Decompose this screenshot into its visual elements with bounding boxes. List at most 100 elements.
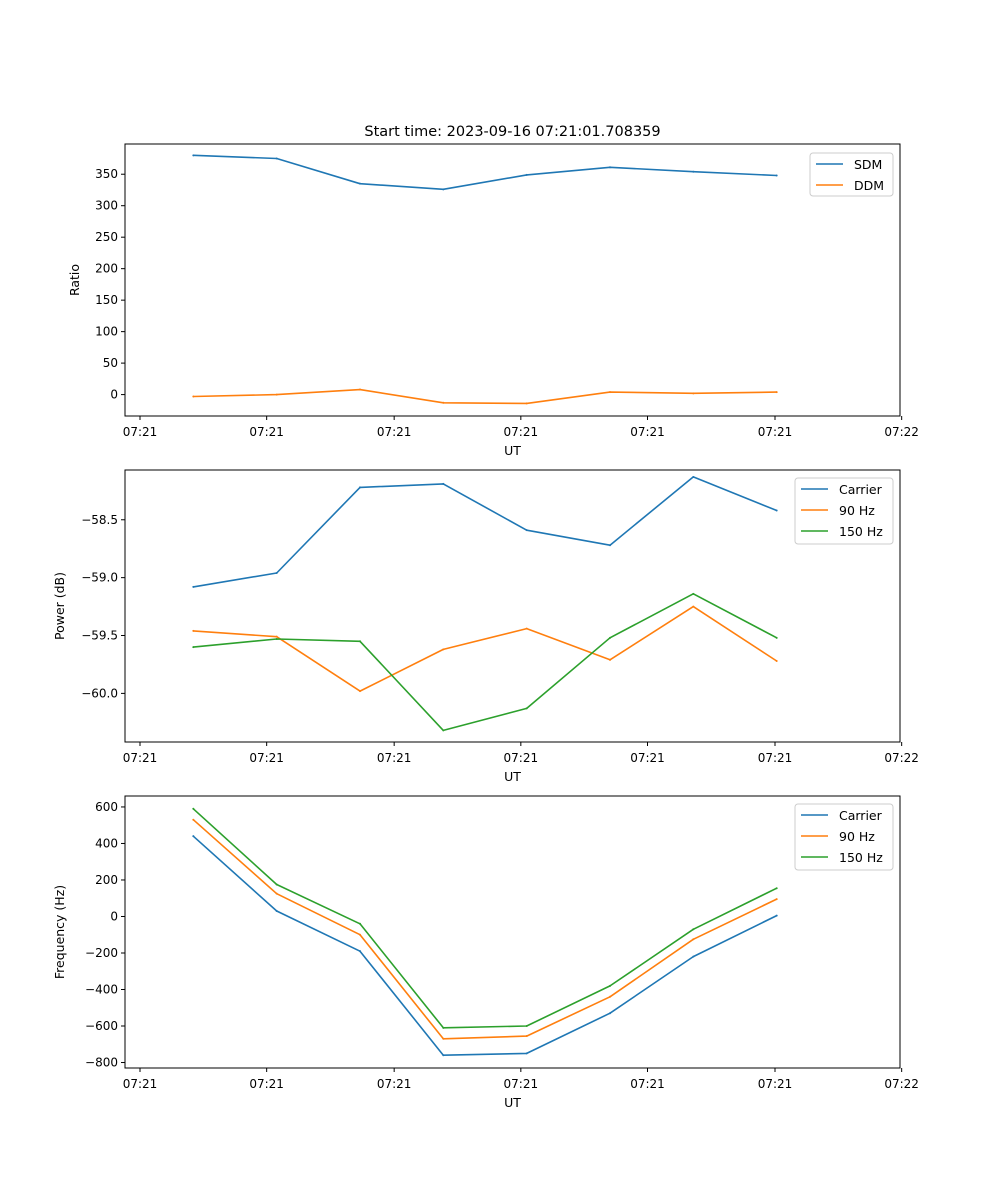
y-tick-label: −58.5 [81, 513, 118, 527]
data-point [442, 482, 445, 485]
legend-label: 90 Hz [839, 503, 875, 518]
data-point [525, 173, 528, 176]
data-point [359, 486, 361, 489]
y-tick-label: 250 [95, 230, 118, 244]
data-point [609, 984, 611, 987]
data-point [442, 729, 445, 732]
data-point [525, 529, 528, 532]
x-tick-label: 07:21 [123, 425, 158, 439]
data-point [775, 174, 778, 177]
y-tick-label: −600 [85, 1019, 118, 1033]
data-point [609, 995, 611, 998]
data-point [692, 392, 695, 395]
data-point [692, 605, 695, 608]
data-point [609, 1012, 611, 1015]
x-tick-label: 07:21 [758, 751, 793, 765]
x-tick-label: 07:21 [504, 751, 539, 765]
series-line-150-hz [192, 808, 778, 1029]
x-tick-label: 07:21 [504, 1077, 539, 1091]
data-point [359, 933, 361, 936]
x-tick-label: 07:21 [249, 1077, 284, 1091]
chart-3: 07:21 07:21 07:21 07:21 07:21 07:21 07:22 −800 −… [52, 795, 919, 1110]
x-tick-label: 07:21 [630, 425, 665, 439]
x-tick-label: 07:21 [377, 751, 412, 765]
chart-1: Start time: 2023-09-16 07:21:01.708359 07… [67, 124, 919, 458]
x-axis-label: UT [504, 1095, 521, 1110]
y-tick-label: 400 [95, 836, 118, 850]
data-point [525, 1025, 528, 1028]
data-point [275, 892, 278, 895]
x-tick-label: 07:21 [377, 425, 412, 439]
y-axis-label: Frequency (Hz) [52, 885, 67, 979]
data-point [609, 544, 611, 547]
legend: Carrier 90 Hz 150 Hz [794, 477, 894, 545]
data-point [609, 166, 611, 169]
x-tick-label: 07:21 [504, 425, 539, 439]
data-point [775, 509, 778, 512]
legend-label: 150 Hz [839, 524, 883, 539]
data-point [525, 627, 528, 630]
y-tick-label: 150 [95, 293, 118, 307]
data-point [359, 640, 361, 643]
data-point [192, 395, 195, 398]
y-tick-label: 300 [95, 199, 118, 213]
y-tick-label: −800 [85, 1056, 118, 1070]
y-tick-label: −60.0 [81, 686, 118, 700]
x-tick-label: 07:21 [249, 751, 284, 765]
data-point [442, 1026, 445, 1029]
x-tick-label: 07:22 [884, 1077, 919, 1091]
data-point [775, 914, 778, 917]
plot-area [124, 143, 901, 417]
legend-label: Carrier [839, 482, 883, 497]
legend-frame [794, 477, 894, 545]
series-line-90-hz [193, 605, 778, 692]
data-point [692, 170, 695, 173]
data-point [525, 1052, 528, 1055]
chart-title: Start time: 2023-09-16 07:21:01.708359 [364, 124, 660, 140]
data-point [359, 388, 361, 391]
data-point [609, 658, 611, 661]
data-point [442, 1054, 445, 1057]
legend-frame [794, 803, 894, 871]
data-point [525, 707, 528, 710]
y-tick-label: −59.5 [81, 629, 118, 643]
data-point [359, 950, 361, 953]
legend-label: 150 Hz [839, 850, 883, 865]
legend: SDM DDM [809, 152, 894, 197]
data-point [775, 391, 778, 394]
x-axis-label: UT [504, 769, 521, 784]
y-axis-label: Power (dB) [52, 572, 67, 640]
data-point [359, 182, 361, 185]
data-point [192, 818, 195, 821]
x-axis-label: UT [504, 443, 521, 458]
series-line-carrier [193, 476, 777, 588]
legend-label: SDM [854, 157, 882, 172]
data-point [525, 402, 528, 405]
data-point [275, 637, 278, 640]
chart-2: 07:21 07:21 07:21 07:21 07:21 07:21 07:22 −60.0… [52, 469, 919, 784]
data-point [692, 938, 695, 941]
data-point [775, 887, 778, 890]
data-point [442, 648, 445, 651]
data-point [525, 1035, 528, 1038]
data-point [442, 188, 445, 191]
data-point [275, 883, 278, 886]
data-point [192, 629, 195, 632]
x-tick-label: 07:21 [758, 1077, 793, 1091]
y-tick-label: 0 [110, 388, 118, 402]
plot-area [124, 469, 901, 743]
data-point [775, 636, 778, 639]
y-tick-label: 50 [103, 356, 118, 370]
data-point [692, 475, 695, 478]
x-tick-label: 07:22 [884, 425, 919, 439]
data-point [275, 393, 278, 396]
data-point [775, 898, 778, 901]
y-tick-label: −59.0 [81, 571, 118, 585]
data-point [692, 928, 695, 931]
data-point [275, 910, 278, 913]
data-point [442, 1037, 445, 1040]
y-tick-label: 350 [95, 167, 118, 181]
series-line-carrier [192, 835, 778, 1056]
x-tick-label: 07:21 [377, 1077, 412, 1091]
